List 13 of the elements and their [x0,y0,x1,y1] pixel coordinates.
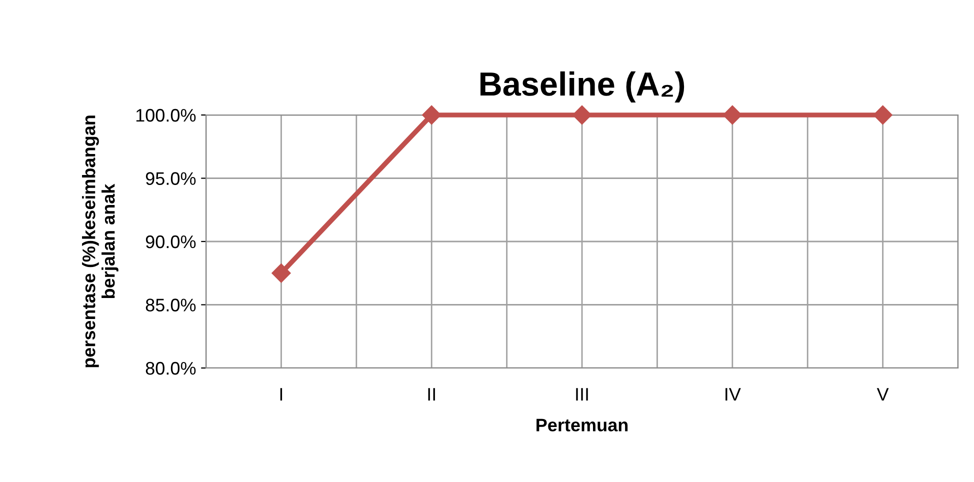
x-tick-label: I [280,388,282,401]
y-tick-label: 90.0% [146,235,196,248]
y-axis-title: persentase (%)keseimbangan berjalan anak [82,116,118,368]
chart-title: Baseline (A₂) [480,71,684,102]
y-tick-label: 80.0% [146,362,196,375]
x-tick-label: IV [726,388,741,401]
x-axis-title: Pertemuan [536,418,628,432]
x-tick-label: II [428,388,435,401]
x-tick-label: V [876,388,889,401]
x-tick-label: III [576,388,588,401]
y-tick-label: 100.0% [136,108,196,122]
y-tick-label: 85.0% [146,298,196,312]
y-tick-label: 95.0% [146,172,196,185]
